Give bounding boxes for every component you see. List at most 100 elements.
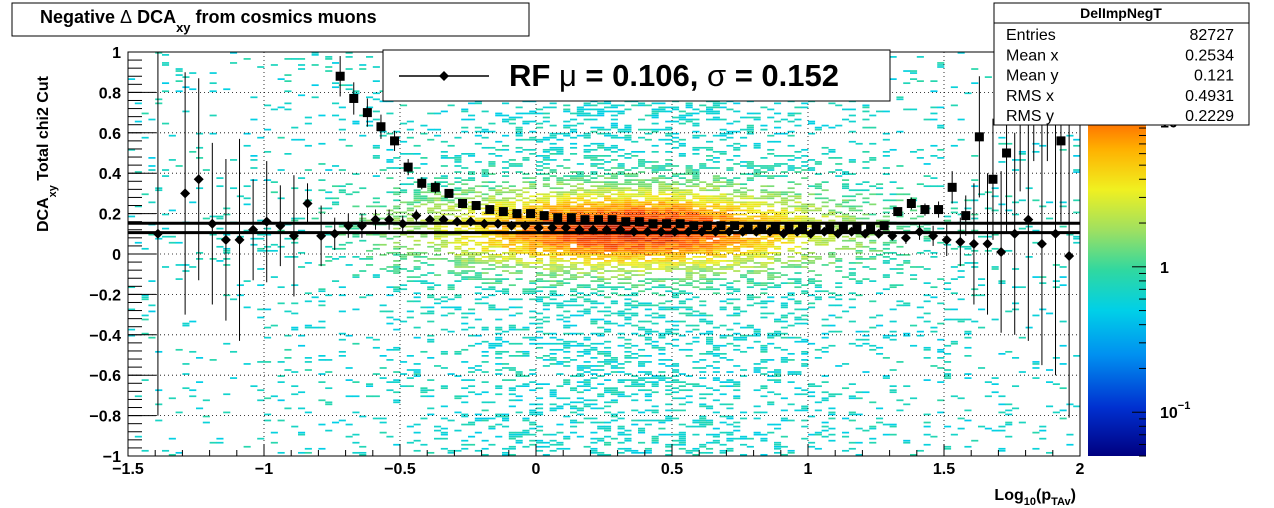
- heatmap-cell: [488, 425, 496, 428]
- heatmap-cell: [733, 262, 741, 264]
- heatmap-cell: [665, 419, 673, 422]
- heatmap-cell: [604, 346, 612, 349]
- heatmap-cell: [672, 120, 680, 123]
- heatmap-cell: [617, 209, 625, 212]
- heatmap-cell: [515, 433, 523, 436]
- heatmap-cell: [488, 288, 496, 291]
- heatmap-cell: [141, 318, 149, 321]
- heatmap-cell: [631, 175, 639, 177]
- heatmap-cell: [563, 447, 571, 450]
- heatmap-cell: [665, 237, 673, 240]
- heatmap-cell: [794, 197, 802, 200]
- heatmap-cell: [447, 288, 455, 291]
- heatmap-cell: [556, 247, 564, 250]
- heatmap-cell: [631, 217, 639, 220]
- heatmap-cell: [780, 445, 788, 448]
- heatmap-cell: [767, 140, 775, 143]
- heatmap-cell: [814, 126, 822, 129]
- heatmap-cell: [583, 191, 591, 194]
- heatmap-cell: [767, 336, 775, 339]
- heatmap-cell: [298, 94, 306, 97]
- heatmap-cell: [495, 229, 503, 232]
- heatmap-cell: [733, 120, 741, 123]
- heatmap-cell: [801, 241, 809, 244]
- heatmap-cell: [536, 197, 544, 200]
- heatmap-cell: [624, 229, 632, 232]
- heatmap-cell: [699, 405, 707, 408]
- heatmap-cell: [502, 235, 510, 238]
- heatmap-cell: [597, 302, 605, 305]
- heatmap-cell: [508, 241, 516, 244]
- heatmap-cell: [658, 286, 666, 289]
- heatmap-cell: [155, 350, 163, 353]
- heatmap-cell: [787, 235, 795, 238]
- heatmap-cell: [678, 447, 686, 450]
- heatmap-cell: [386, 132, 394, 135]
- heatmap-cell: [631, 332, 639, 335]
- heatmap-cell: [801, 102, 809, 105]
- heatmap-cell: [808, 237, 816, 240]
- heatmap-cell: [189, 350, 197, 353]
- heatmap-cell: [182, 110, 190, 113]
- heatmap-cell: [624, 153, 632, 155]
- heatmap-cell: [162, 235, 170, 238]
- heatmap-cell: [726, 266, 734, 268]
- heatmap-cell: [325, 197, 333, 200]
- heatmap-cell: [692, 264, 700, 266]
- heatmap-cell: [141, 247, 149, 250]
- heatmap-cell: [495, 233, 503, 236]
- heatmap-cell: [678, 241, 686, 244]
- heatmap-cell: [658, 185, 666, 188]
- heatmap-cell: [468, 189, 476, 192]
- heatmap-cell: [488, 199, 496, 202]
- heatmap-cell: [556, 191, 564, 194]
- heatmap-cell: [420, 233, 428, 236]
- heatmap-cell: [726, 144, 734, 147]
- heatmap-cell: [644, 272, 652, 274]
- heatmap-cell: [413, 292, 421, 295]
- heatmap-cell: [760, 191, 768, 194]
- heatmap-cell: [746, 165, 754, 167]
- heatmap-cell: [604, 173, 612, 175]
- heatmap-cell: [583, 399, 591, 402]
- heatmap-cell: [828, 211, 836, 214]
- heatmap-cell: [692, 336, 700, 339]
- heatmap-cell: [808, 280, 816, 282]
- heatmap-cell: [597, 375, 605, 377]
- heatmap-cell: [767, 251, 775, 254]
- heatmap-cell: [719, 134, 727, 137]
- heatmap-cell: [597, 256, 605, 258]
- heatmap-cell: [699, 197, 707, 200]
- heatmap-cell: [808, 302, 816, 305]
- heatmap-cell: [536, 239, 544, 242]
- heatmap-cell: [733, 247, 741, 250]
- heatmap-cell: [182, 324, 190, 327]
- heatmap-cell: [230, 159, 238, 161]
- heatmap-cell: [590, 245, 598, 248]
- heatmap-cell: [767, 219, 775, 222]
- heatmap-cell: [223, 207, 231, 210]
- heatmap-cell: [454, 375, 462, 377]
- heatmap-cell: [808, 193, 816, 196]
- heatmap-cell: [393, 241, 401, 244]
- heatmap-cell: [699, 213, 707, 216]
- heatmap-cell: [787, 159, 795, 161]
- heatmap-cell: [651, 112, 659, 115]
- heatmap-cell: [692, 229, 700, 232]
- heatmap-cell: [474, 393, 482, 396]
- heatmap-cell: [665, 417, 673, 420]
- heatmap-cell: [610, 213, 618, 216]
- heatmap-cell: [624, 373, 632, 375]
- heatmap-cell: [658, 217, 666, 220]
- heatmap-cell: [522, 201, 530, 204]
- heatmap-cell: [189, 266, 197, 268]
- heatmap-cell: [529, 280, 537, 282]
- heatmap-cell: [658, 175, 666, 177]
- heatmap-cell: [692, 211, 700, 214]
- heatmap-cell: [454, 233, 462, 236]
- heatmap-cell: [651, 292, 659, 295]
- heatmap-cell: [780, 361, 788, 363]
- heatmap-cell: [440, 225, 448, 228]
- heatmap-cell: [427, 320, 435, 323]
- heatmap-cell: [549, 336, 557, 339]
